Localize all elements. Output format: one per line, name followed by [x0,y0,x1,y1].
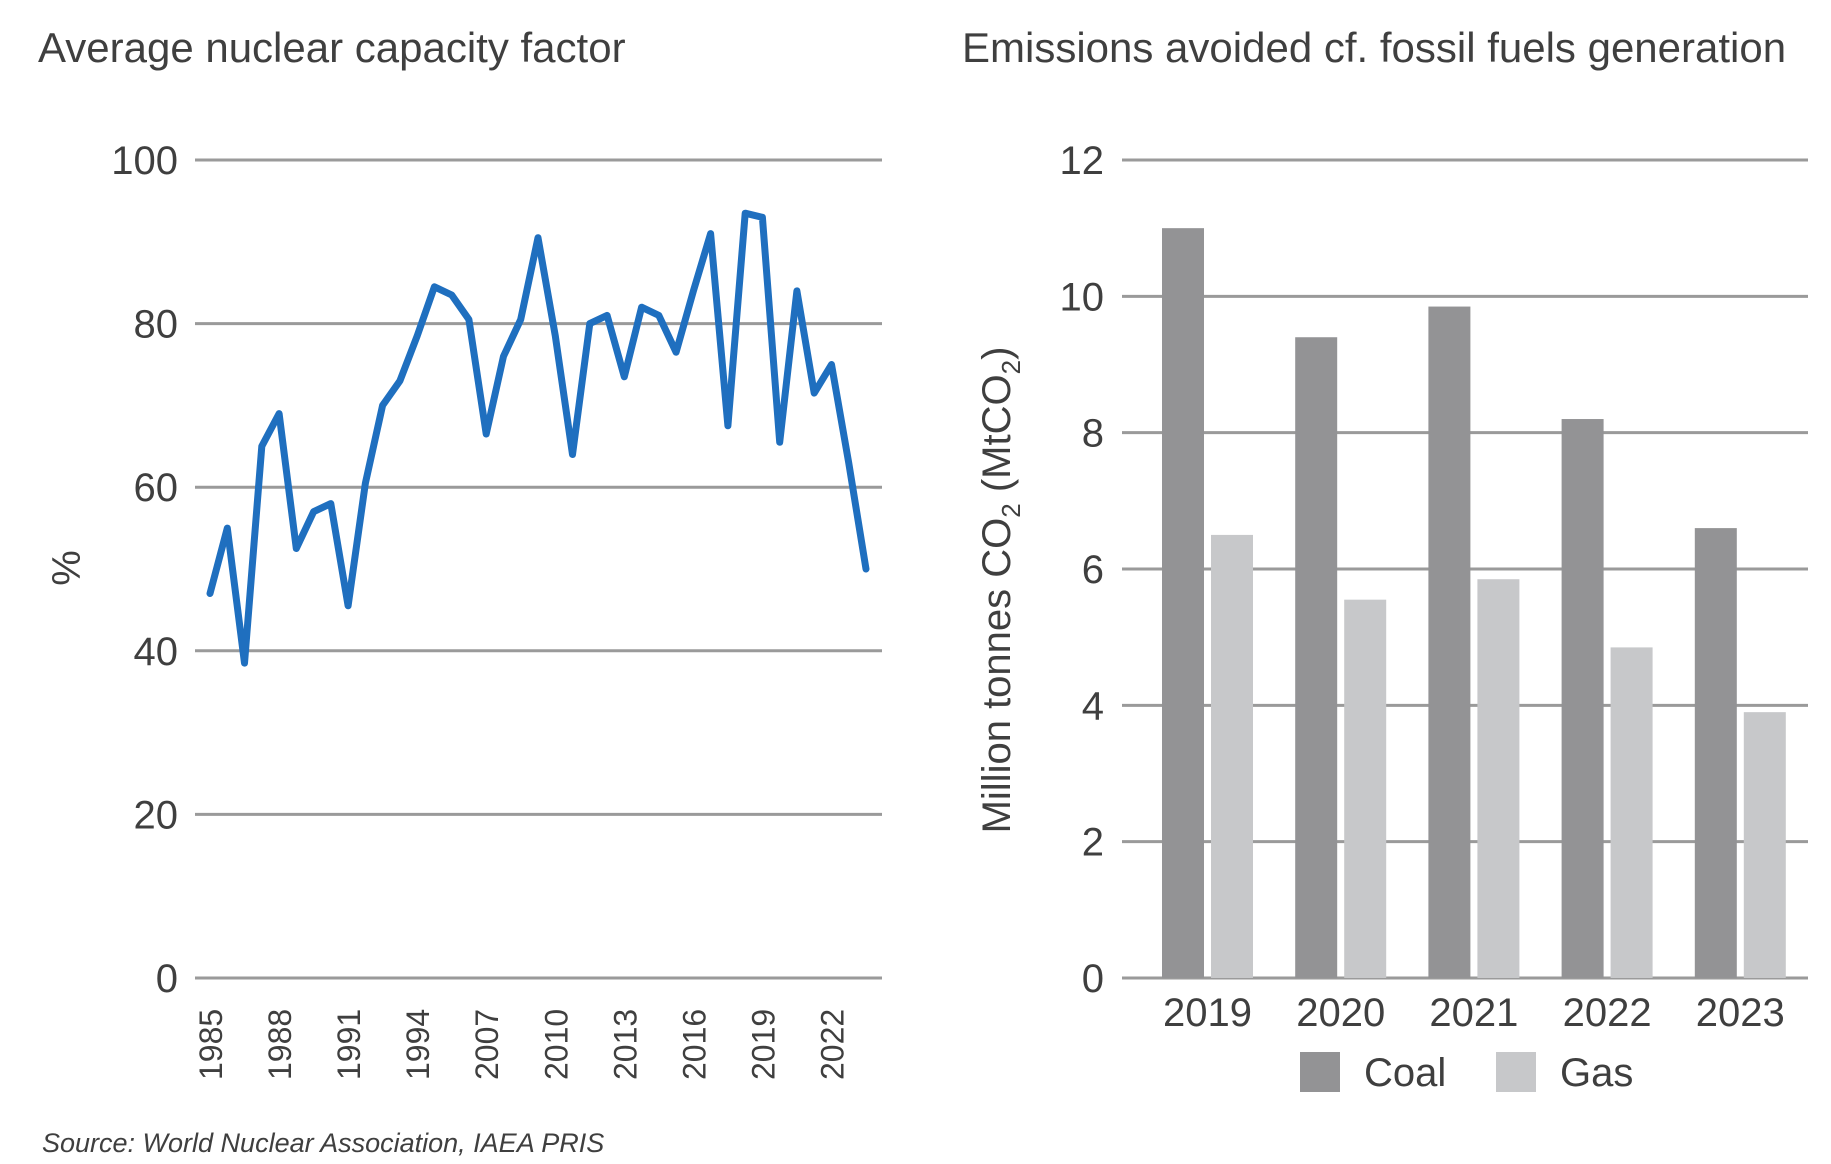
left-x-tick-label: 2013 [607,1009,643,1080]
left-y-tick-label: 0 [156,957,178,1001]
right-y-tick-label: 10 [1060,275,1105,319]
left-chart-title: Average nuclear capacity factor [38,24,626,71]
right-y-label-tail: (MtCO [975,374,1019,503]
left-gridlines [195,158,882,980]
left-x-tick-label: 1994 [400,1009,436,1080]
right-y-label-sub: 2 [996,503,1026,517]
right-y-label-end: ) [975,347,1019,360]
capacity-factor-line [206,209,870,667]
right-y-label-sub2: 2 [996,360,1026,374]
left-y-tick-label: 20 [134,793,179,837]
left-x-tick-label: 2010 [538,1009,574,1080]
source-note: Source: World Nuclear Association, IAEA … [42,1128,604,1158]
bar-gas-2023 [1743,712,1786,978]
right-y-tick-label: 12 [1060,139,1105,183]
bar-coal-2023 [1694,528,1737,978]
bar-coal-2022 [1561,419,1604,978]
right-y-tick-label: 6 [1082,548,1104,592]
right-x-tick-labels: 2019 2020 2021 2022 2023 [1163,991,1785,1035]
right-y-tick-label: 4 [1082,684,1104,728]
left-y-tick-label: 100 [111,139,178,183]
right-y-tick-labels: 0 2 4 6 8 10 12 [1060,139,1105,1001]
left-x-tick-label: 1985 [193,1009,229,1080]
left-y-tick-label: 40 [134,630,179,674]
left-y-tick-labels: 0 20 40 60 80 100 [111,139,178,1001]
left-x-tick-label: 2016 [676,1009,712,1080]
right-y-tick-label: 8 [1082,412,1104,456]
left-x-tick-labels: 1985 1988 1991 1994 2007 2010 2013 2016 2019 2022 [193,1009,851,1080]
left-x-tick-label: 2007 [469,1009,505,1080]
right-y-label-main: Million tonnes CO [975,518,1019,834]
bar-gas-2021 [1477,579,1520,978]
bar-coal-2019 [1162,228,1204,978]
left-x-tick-label: 2022 [815,1009,851,1080]
left-x-tick-label: 1988 [262,1009,298,1080]
left-y-tick-label: 60 [134,466,179,510]
right-x-tick-label: 2021 [1429,991,1518,1035]
right-y-axis-label: Million tonnes CO2 (MtCO2) [975,347,1026,834]
right-y-tick-label: 0 [1082,957,1104,1001]
right-y-tick-label: 2 [1082,821,1104,865]
legend-swatch-coal [1300,1052,1340,1092]
legend-label-gas: Gas [1560,1051,1633,1095]
bar-coal-2021 [1428,306,1471,978]
bar-gas-2019 [1211,534,1253,978]
right-x-tick-label: 2023 [1696,991,1785,1035]
left-x-tick-label: 1991 [331,1009,367,1080]
bar-gas-2022 [1610,647,1653,978]
legend-label-coal: Coal [1364,1051,1446,1095]
right-chart-title: Emissions avoided cf. fossil fuels gener… [962,24,1786,71]
left-y-tick-label: 80 [134,303,179,347]
legend-swatch-gas [1496,1052,1536,1092]
bar-coal-2020 [1295,337,1338,978]
right-x-tick-label: 2019 [1163,991,1252,1035]
right-legend: Coal Gas [1300,1051,1633,1095]
right-x-tick-label: 2022 [1563,991,1652,1035]
left-y-axis-label: % [45,550,89,586]
left-x-tick-label: 2019 [745,1009,781,1080]
right-bars [1162,228,1786,978]
right-x-tick-label: 2020 [1296,991,1385,1035]
bar-gas-2020 [1344,599,1387,978]
